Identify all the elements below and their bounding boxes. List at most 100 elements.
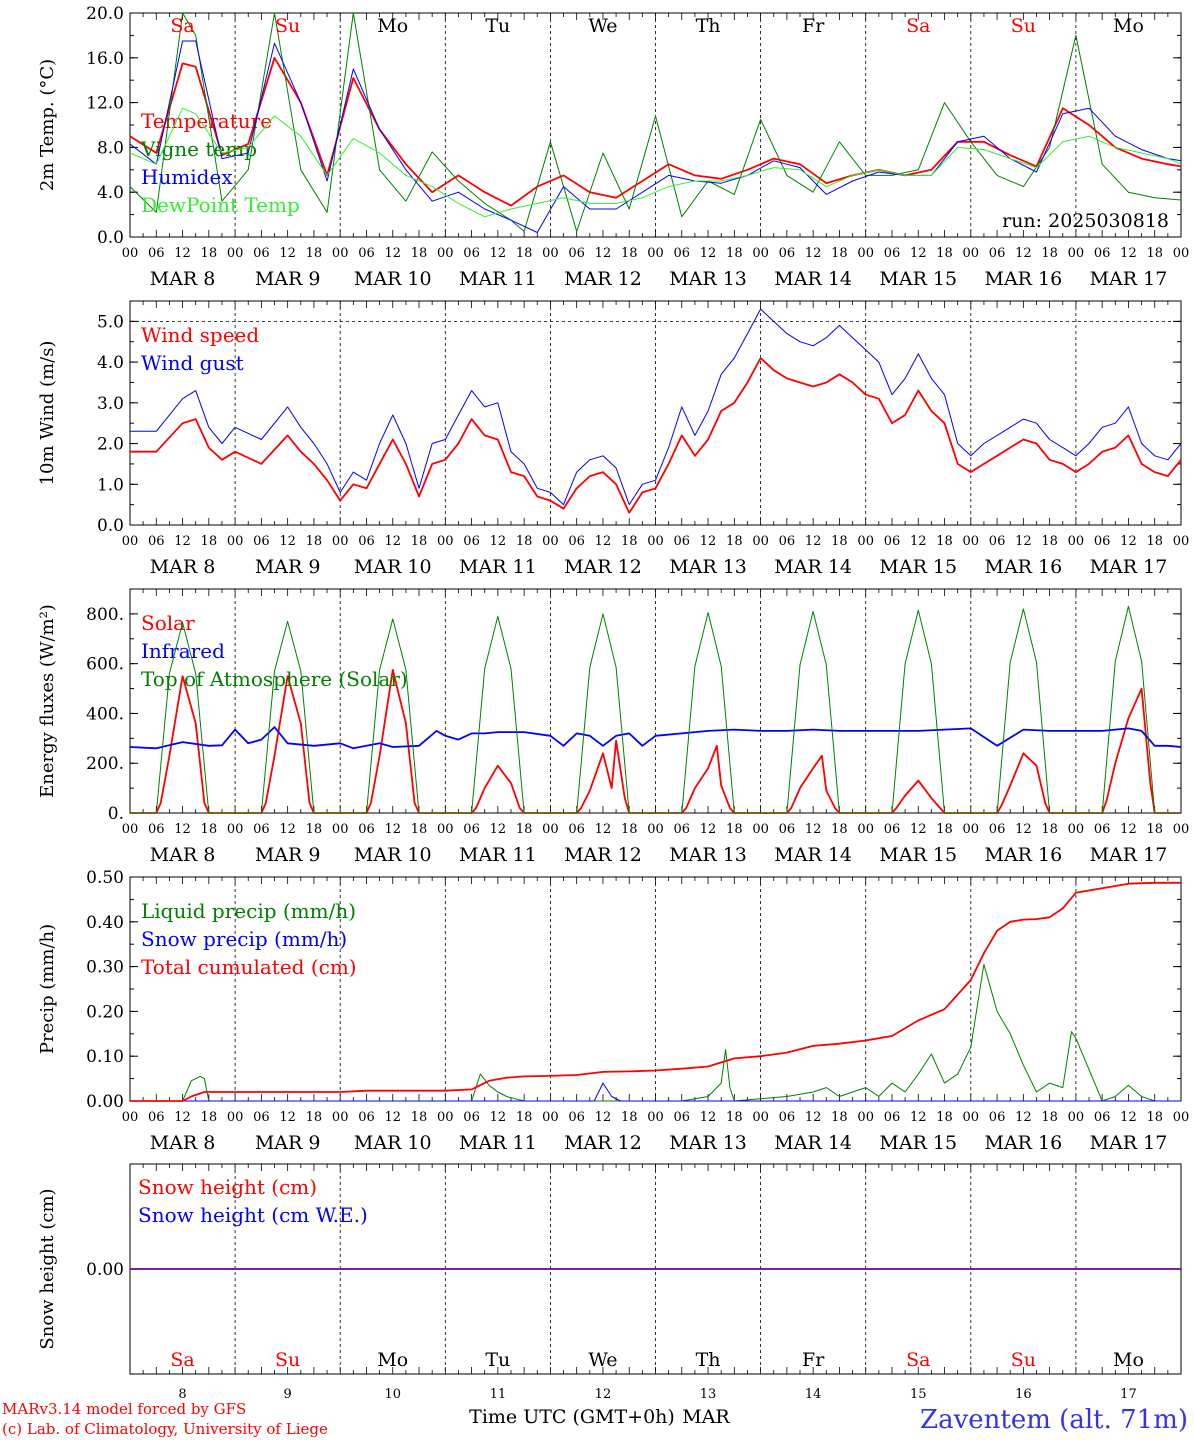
hour-tick-label: 12 (279, 246, 296, 261)
hour-tick-label: 06 (253, 1110, 270, 1125)
hour-tick-label: 00 (1068, 1110, 1085, 1125)
hour-tick-label: 06 (779, 1110, 796, 1125)
hour-tick-label: 00 (332, 822, 349, 837)
date-label: MAR 13 (669, 1132, 747, 1154)
hour-tick-label: 18 (1041, 1110, 1058, 1125)
hour-tick-label: 12 (700, 246, 717, 261)
y-tick-label: 4.0 (97, 353, 124, 373)
day-name-label: Sa (906, 15, 930, 37)
hour-tick-label: 00 (752, 534, 769, 549)
panel-4: 0.00 0.10 0.20 0.30 0.40 0.50 Precip (mm/h) Liq… (37, 868, 1189, 1154)
date-label: MAR 15 (879, 268, 957, 290)
series-line-temperature (129, 56, 1182, 207)
hour-tick-label: 18 (516, 1110, 533, 1125)
hour-tick-label: 12 (384, 1110, 401, 1125)
y-tick-label: 0.00 (86, 1092, 124, 1112)
hour-tick-label: 12 (174, 534, 191, 549)
date-label: MAR 14 (774, 844, 852, 866)
hour-tick-label: 18 (621, 822, 638, 837)
y-tick-label: 0.0 (97, 516, 124, 536)
series-line-total-cumulated-cm- (130, 881, 1181, 1102)
hour-tick-label: 18 (621, 246, 638, 261)
hour-tick-label: 18 (726, 534, 743, 549)
date-label: MAR 8 (150, 844, 216, 866)
hour-tick-label: 00 (752, 822, 769, 837)
y-tick-label: 3.0 (97, 394, 124, 414)
series-line-wind-speed (130, 357, 1182, 514)
date-label: MAR 11 (459, 268, 537, 290)
hour-tick-label: 00 (647, 534, 664, 549)
hour-tick-label: 12 (1120, 822, 1137, 837)
hour-tick-label: 06 (463, 1110, 480, 1125)
hour-tick-label: 00 (752, 1110, 769, 1125)
hour-tick-label: 12 (595, 534, 612, 549)
y-tick-label: 8.0 (97, 138, 124, 158)
hour-tick-label: 18 (1146, 1110, 1163, 1125)
hour-tick-label: 12 (384, 246, 401, 261)
hour-tick-label: 12 (595, 1110, 612, 1125)
hour-tick-label: 18 (936, 534, 953, 549)
legend-entry: Temperature (141, 109, 272, 133)
day-number-label: 9 (284, 1387, 292, 1402)
date-label: MAR 16 (984, 844, 1062, 866)
hour-tick-label: 00 (122, 822, 139, 837)
hour-tick-label: 06 (989, 534, 1006, 549)
hour-tick-label: 12 (910, 534, 927, 549)
date-label: MAR 10 (354, 268, 432, 290)
hour-tick-label: 06 (989, 822, 1006, 837)
hour-tick-label: 18 (516, 822, 533, 837)
panel-3: 0. 200. 400. 600. 800. Energy fluxes (W/m²) So… (37, 588, 1190, 866)
series-line-dewpoint-temp (129, 107, 1182, 218)
hour-tick-label: 12 (174, 822, 191, 837)
legend-entry: Snow precip (mm/h) (141, 927, 347, 951)
hour-tick-label: 06 (568, 822, 585, 837)
hour-tick-label: 18 (201, 534, 218, 549)
hour-tick-label: 06 (1094, 534, 1111, 549)
hour-tick-label: 18 (306, 822, 323, 837)
hour-tick-label: 06 (568, 246, 585, 261)
day-name-label: Su (1011, 1349, 1036, 1371)
hour-tick-label: 18 (936, 822, 953, 837)
y-tick-label: 1.0 (97, 475, 124, 495)
hour-tick-label: 12 (805, 1110, 822, 1125)
hour-tick-label: 00 (542, 534, 559, 549)
hour-tick-label: 06 (674, 534, 691, 549)
hour-tick-label: 12 (910, 246, 927, 261)
hour-tick-label: 12 (384, 822, 401, 837)
hour-tick-label: 12 (805, 534, 822, 549)
hour-tick-label: 12 (490, 1110, 507, 1125)
panel-2: 0.0 1.0 2.0 3.0 4.0 5.0 10m Wind (m/s) Wind spe… (37, 300, 1189, 578)
hour-tick-label: 18 (411, 822, 428, 837)
date-label: MAR 16 (984, 268, 1062, 290)
hour-tick-label: 12 (1120, 534, 1137, 549)
date-label: MAR 9 (255, 1132, 321, 1154)
hour-tick-label: 06 (884, 1110, 901, 1125)
plot-frame (129, 300, 1182, 526)
hour-tick-label: 06 (674, 1110, 691, 1125)
hour-tick-label: 00 (227, 534, 244, 549)
hour-tick-label: 06 (148, 822, 165, 837)
hour-tick-label: 18 (1146, 246, 1163, 261)
series-line-snow-precip-mm-h- (130, 1082, 1181, 1102)
legend-entry: Solar (141, 611, 195, 635)
hour-tick-label: 06 (884, 246, 901, 261)
hour-tick-label: 00 (647, 246, 664, 261)
date-label: MAR 9 (255, 844, 321, 866)
hour-tick-label: 00 (1173, 822, 1190, 837)
hour-tick-label: 12 (910, 1110, 927, 1125)
hour-tick-label: 00 (542, 822, 559, 837)
legend-entry: Top of Atmosphere (Solar) (141, 667, 408, 691)
hour-tick-label: 00 (227, 1110, 244, 1125)
hour-tick-label: 00 (332, 1110, 349, 1125)
hour-tick-label: 18 (936, 246, 953, 261)
hour-tick-label: 06 (884, 534, 901, 549)
hour-tick-label: 12 (384, 534, 401, 549)
date-label: MAR 13 (669, 268, 747, 290)
hour-tick-label: 18 (831, 246, 848, 261)
hour-tick-label: 18 (516, 534, 533, 549)
hour-tick-label: 00 (647, 822, 664, 837)
legend-entry: Snow height (cm W.E.) (138, 1203, 368, 1227)
day-name-label: Tu (485, 1349, 510, 1371)
y-axis-label: Precip (mm/h) (37, 924, 58, 1054)
